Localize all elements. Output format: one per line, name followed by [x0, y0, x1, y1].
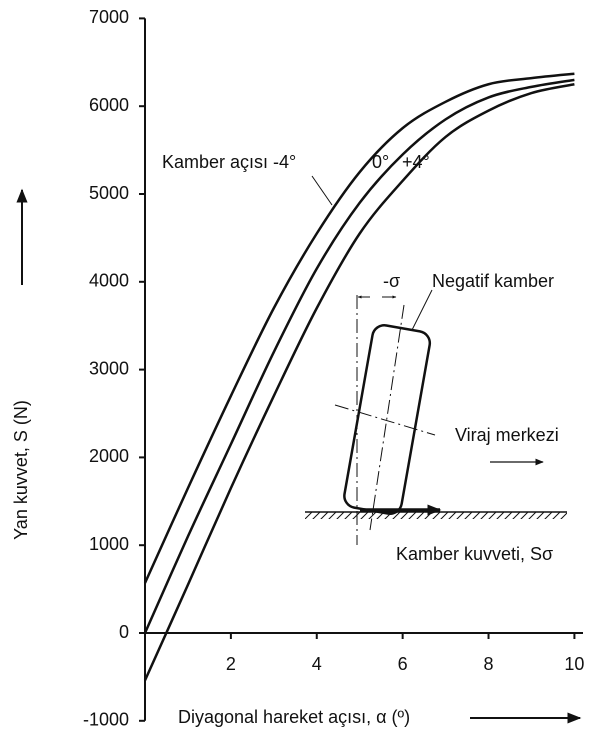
- series-label: 0°: [372, 152, 389, 172]
- series-label: Kamber açısı -4°: [162, 152, 296, 172]
- y-tick-label: 4000: [89, 271, 129, 291]
- y-tick-label: 5000: [89, 183, 129, 203]
- x-tick-label: 4: [312, 654, 322, 674]
- series-line: [143, 83, 575, 681]
- label-leader: [311, 175, 333, 206]
- y-tick-label: 7000: [89, 7, 129, 27]
- x-tick-label: 8: [484, 654, 494, 674]
- y-tick-label: -1000: [83, 710, 129, 730]
- x-axis-label: Diyagonal hareket açısı, α (º): [178, 707, 410, 727]
- annotation: Kamber kuvveti, Sσ: [396, 544, 553, 564]
- series-label: +4°: [402, 152, 430, 172]
- y-tick-label: 6000: [89, 95, 129, 115]
- series-line: [143, 72, 575, 584]
- annotation: Negatif kamber: [432, 271, 554, 291]
- x-tick-label: 10: [564, 654, 584, 674]
- y-tick-label: 0: [119, 622, 129, 642]
- y-tick-label: 2000: [89, 446, 129, 466]
- series-line: [143, 78, 575, 634]
- tire-sketch: [305, 289, 567, 545]
- annotation: Viraj merkezi: [455, 425, 559, 445]
- x-tick-label: 2: [226, 654, 236, 674]
- annotation: -σ: [383, 271, 400, 291]
- y-tick-label: 1000: [89, 534, 129, 554]
- y-tick-label: 3000: [89, 358, 129, 378]
- x-tick-label: 6: [398, 654, 408, 674]
- y-axis-label: Yan kuvvet, S (N): [11, 400, 31, 540]
